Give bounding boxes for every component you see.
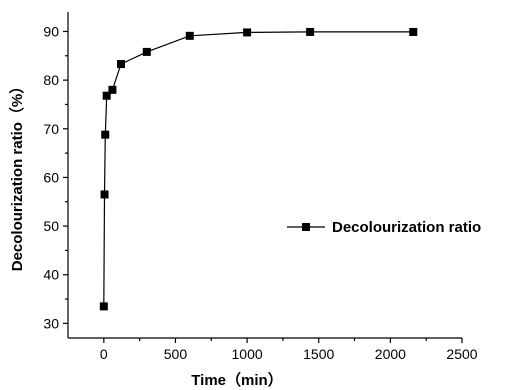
y-tick-label-80: 80 — [43, 72, 59, 88]
data-point-5 — [117, 60, 126, 69]
y-tick-label-60: 60 — [43, 169, 59, 185]
y-tick-label-40: 40 — [43, 267, 59, 283]
x-tick-label-2500: 2500 — [446, 346, 477, 362]
plot-area: 30 40 50 60 70 80 90 0 500 1000 1500 2000 2500 — [43, 12, 478, 362]
x-tick-label-0: 0 — [100, 346, 108, 362]
y-axis-label: Decolourization ratio（%） — [8, 79, 26, 272]
legend-marker — [302, 223, 310, 231]
x-ticks: 0 500 1000 1500 2000 2500 — [100, 338, 478, 362]
data-point-9 — [306, 27, 315, 36]
y-tick-label-90: 90 — [43, 23, 59, 39]
y-ticks: 30 40 50 60 70 80 90 — [43, 23, 68, 331]
x-axis-label: Time（min） — [191, 371, 282, 389]
legend: Decolourization ratio — [287, 219, 481, 236]
data-point-8 — [243, 28, 252, 37]
x-tick-label-1500: 1500 — [303, 346, 334, 362]
data-point-4 — [108, 85, 117, 94]
x-tick-label-500: 500 — [164, 346, 188, 362]
data-point-7 — [185, 31, 194, 40]
y-tick-label-50: 50 — [43, 218, 59, 234]
series-layer — [99, 27, 418, 311]
series-line-0 — [103, 31, 414, 307]
data-point-6 — [142, 47, 151, 56]
x-tick-label-2000: 2000 — [375, 346, 406, 362]
y-tick-label-70: 70 — [43, 121, 59, 137]
legend-label: Decolourization ratio — [332, 219, 481, 236]
data-point-10 — [409, 27, 418, 36]
x-tick-label-1000: 1000 — [232, 346, 263, 362]
data-point-0 — [99, 302, 108, 311]
data-point-3 — [102, 91, 111, 100]
data-point-1 — [100, 190, 109, 199]
y-tick-label-30: 30 — [43, 315, 59, 331]
data-point-2 — [101, 130, 110, 139]
